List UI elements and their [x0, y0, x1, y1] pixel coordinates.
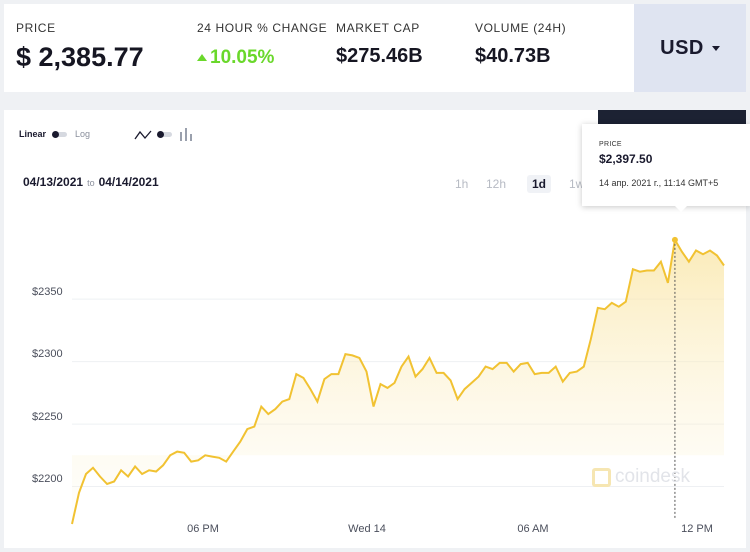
date-range: 04/13/2021 to 04/14/2021	[23, 175, 159, 189]
x-tick: 06 AM	[517, 523, 549, 535]
bar-chart-icon[interactable]	[180, 128, 192, 141]
change-value-wrap: 10.05%	[197, 47, 274, 69]
price-area	[72, 239, 724, 524]
range-1h[interactable]: 1h	[455, 177, 469, 191]
currency-value: USD	[660, 36, 704, 59]
currency-select[interactable]: USD	[634, 4, 746, 92]
price-value: $ 2,385.77	[16, 42, 144, 72]
coindesk-logo-icon	[592, 467, 611, 487]
watermark-text: coindesk	[615, 466, 690, 487]
date-from[interactable]: 04/13/2021	[23, 175, 84, 189]
change-label: 24 HOUR % CHANGE	[197, 21, 328, 35]
scale-switch: Linear Log	[19, 129, 90, 139]
scale-log-label[interactable]: Log	[75, 129, 91, 139]
scale-toggle[interactable]	[52, 130, 68, 138]
x-tick: 06 PM	[187, 523, 219, 535]
market-cap-value: $275.46B	[336, 45, 423, 67]
date-to[interactable]: 04/14/2021	[98, 175, 159, 189]
y-tick: $2250	[32, 411, 63, 423]
hover-point	[671, 236, 678, 243]
tooltip-pointer	[675, 206, 687, 212]
y-tick: $2300	[32, 348, 63, 360]
price-tooltip: PRICE $2,397.50 14 апр. 2021 г., 11:14 G…	[582, 124, 750, 212]
price-line	[71, 237, 725, 525]
tooltip-label: PRICE	[599, 141, 622, 148]
volume-label: VOLUME (24H)	[475, 21, 567, 35]
change-value: 10.05%	[210, 47, 275, 68]
price-label: PRICE	[16, 21, 56, 35]
range-12h[interactable]: 12h	[486, 177, 507, 191]
tooltip-time: 14 апр. 2021 г., 11:14 GMT+5	[599, 178, 719, 188]
line-chart-icon[interactable]	[134, 129, 152, 141]
chart-type-toggle[interactable]	[157, 131, 172, 138]
chart-type-switch	[134, 128, 192, 141]
range-1d[interactable]: 1d	[527, 175, 552, 193]
up-arrow-icon	[197, 54, 207, 61]
panel-tab-strip	[598, 110, 746, 126]
coindesk-watermark: coindesk	[592, 466, 690, 488]
x-tick: 12 PM	[681, 523, 713, 535]
chevron-down-icon	[711, 45, 720, 51]
scale-linear-label[interactable]: Linear	[19, 129, 47, 139]
range-1w[interactable]: 1w	[569, 177, 585, 191]
tooltip-value: $2,397.50	[599, 152, 653, 166]
stats-header: PRICE $ 2,385.77 24 HOUR % CHANGE 10.05%…	[4, 4, 746, 92]
y-tick: $2200	[32, 473, 63, 485]
date-to-word: to	[87, 178, 95, 188]
volume-value: $40.73B	[475, 45, 551, 67]
y-tick: $2350	[32, 286, 63, 298]
x-tick: Wed 14	[348, 523, 386, 535]
market-cap-label: MARKET CAP	[336, 21, 420, 35]
